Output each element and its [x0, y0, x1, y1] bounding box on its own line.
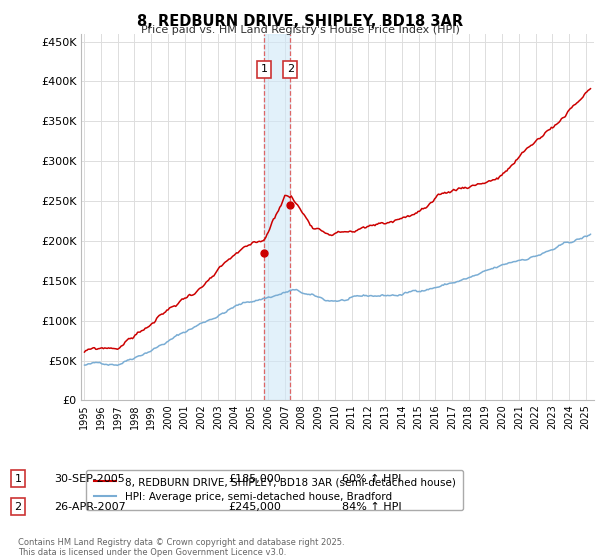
Bar — [264, 34, 290, 400]
Text: Price paid vs. HM Land Registry's House Price Index (HPI): Price paid vs. HM Land Registry's House … — [140, 25, 460, 35]
Text: £245,000: £245,000 — [228, 502, 281, 512]
Text: 84% ↑ HPI: 84% ↑ HPI — [342, 502, 401, 512]
Text: £185,000: £185,000 — [228, 474, 281, 484]
Text: 26-APR-2007: 26-APR-2007 — [54, 502, 126, 512]
Text: Contains HM Land Registry data © Crown copyright and database right 2025.
This d: Contains HM Land Registry data © Crown c… — [18, 538, 344, 557]
Text: 30-SEP-2005: 30-SEP-2005 — [54, 474, 125, 484]
Text: 1: 1 — [260, 64, 268, 74]
Text: 8, REDBURN DRIVE, SHIPLEY, BD18 3AR: 8, REDBURN DRIVE, SHIPLEY, BD18 3AR — [137, 14, 463, 29]
Text: 60% ↑ HPI: 60% ↑ HPI — [342, 474, 401, 484]
Text: 1: 1 — [14, 474, 22, 484]
Text: 2: 2 — [287, 64, 294, 74]
Text: 2: 2 — [14, 502, 22, 512]
Legend: 8, REDBURN DRIVE, SHIPLEY, BD18 3AR (semi-detached house), HPI: Average price, s: 8, REDBURN DRIVE, SHIPLEY, BD18 3AR (sem… — [86, 470, 463, 510]
